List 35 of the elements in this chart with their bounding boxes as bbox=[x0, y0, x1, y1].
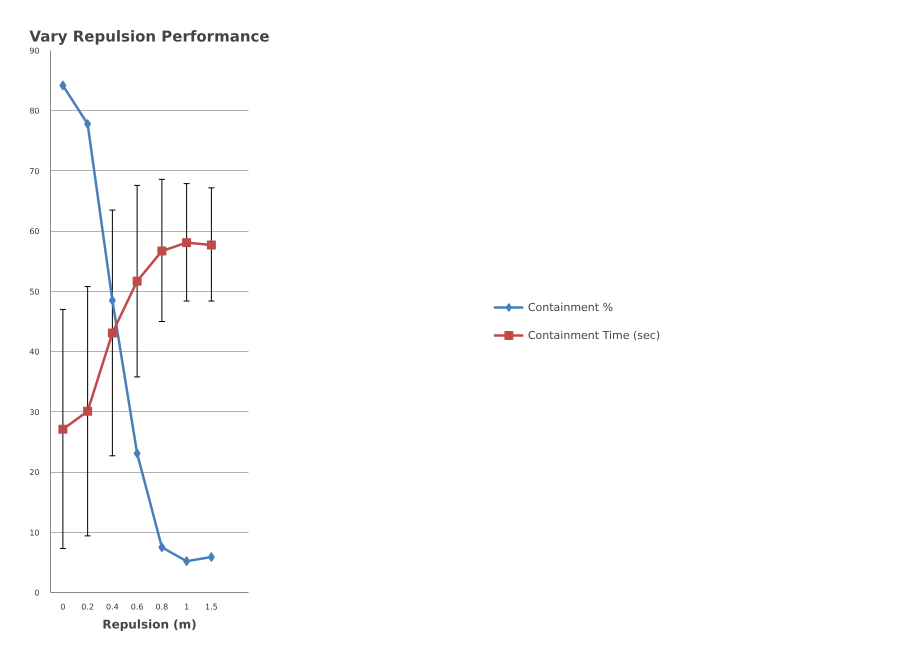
point bbox=[84, 118, 92, 129]
point bbox=[59, 80, 66, 90]
legend-label: Containment % bbox=[528, 300, 614, 314]
point bbox=[108, 295, 116, 306]
point bbox=[157, 246, 166, 256]
y-tick-label: 0 bbox=[34, 588, 40, 598]
point bbox=[58, 424, 68, 434]
point bbox=[83, 406, 92, 416]
point bbox=[183, 556, 190, 566]
x-tick-label: 0.2 bbox=[81, 602, 94, 612]
point bbox=[158, 542, 166, 552]
y-tick-label: 80 bbox=[29, 106, 40, 116]
y-tick-label: 10 bbox=[29, 528, 40, 538]
y-tick-label: 20 bbox=[29, 468, 40, 478]
x-axis-title: Repulsion (m) bbox=[102, 618, 197, 632]
point bbox=[206, 240, 216, 250]
y-tick-label: 30 bbox=[29, 408, 40, 417]
y-tick-label: 60 bbox=[29, 227, 40, 236]
x-tick-label: 1 bbox=[184, 602, 190, 612]
x-tick-label: 0.6 bbox=[130, 602, 144, 612]
y-tick-label: 70 bbox=[29, 166, 40, 176]
x-tick-label: 1.5 bbox=[205, 602, 218, 612]
point bbox=[182, 238, 192, 248]
point bbox=[132, 276, 142, 286]
x-tick-label: 0 bbox=[60, 602, 66, 612]
point bbox=[208, 552, 215, 562]
point bbox=[108, 328, 117, 338]
chart-title: Vary Repulsion Performance bbox=[29, 28, 270, 46]
point bbox=[134, 448, 141, 458]
legend-label: Containment Time (sec) bbox=[528, 328, 660, 342]
y-tick-label: 90 bbox=[29, 46, 40, 56]
y-tick-label: 50 bbox=[29, 287, 40, 296]
y-tick-label: 40 bbox=[29, 348, 40, 357]
x-tick-label: 0.8 bbox=[156, 602, 168, 612]
x-tick-label: 0.4 bbox=[106, 602, 119, 612]
